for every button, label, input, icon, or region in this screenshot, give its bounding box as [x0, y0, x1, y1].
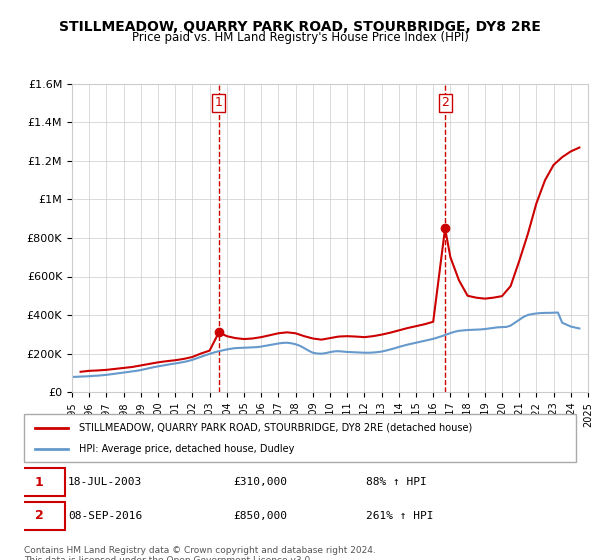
Text: HPI: Average price, detached house, Dudley: HPI: Average price, detached house, Dudl… — [79, 444, 295, 454]
Text: 1: 1 — [215, 96, 223, 109]
Text: Price paid vs. HM Land Registry's House Price Index (HPI): Price paid vs. HM Land Registry's House … — [131, 31, 469, 44]
FancyBboxPatch shape — [13, 468, 65, 496]
Text: Contains HM Land Registry data © Crown copyright and database right 2024.
This d: Contains HM Land Registry data © Crown c… — [24, 546, 376, 560]
Text: £310,000: £310,000 — [234, 477, 288, 487]
Text: 08-SEP-2016: 08-SEP-2016 — [68, 511, 142, 521]
Text: 1: 1 — [35, 476, 43, 489]
FancyBboxPatch shape — [13, 502, 65, 530]
Text: 18-JUL-2003: 18-JUL-2003 — [68, 477, 142, 487]
Text: 88% ↑ HPI: 88% ↑ HPI — [366, 477, 427, 487]
Text: 2: 2 — [35, 510, 43, 522]
Text: 2: 2 — [441, 96, 449, 109]
Text: STILLMEADOW, QUARRY PARK ROAD, STOURBRIDGE, DY8 2RE: STILLMEADOW, QUARRY PARK ROAD, STOURBRID… — [59, 20, 541, 34]
Text: 261% ↑ HPI: 261% ↑ HPI — [366, 511, 434, 521]
Text: STILLMEADOW, QUARRY PARK ROAD, STOURBRIDGE, DY8 2RE (detached house): STILLMEADOW, QUARRY PARK ROAD, STOURBRID… — [79, 423, 472, 433]
Text: £850,000: £850,000 — [234, 511, 288, 521]
FancyBboxPatch shape — [24, 414, 576, 462]
